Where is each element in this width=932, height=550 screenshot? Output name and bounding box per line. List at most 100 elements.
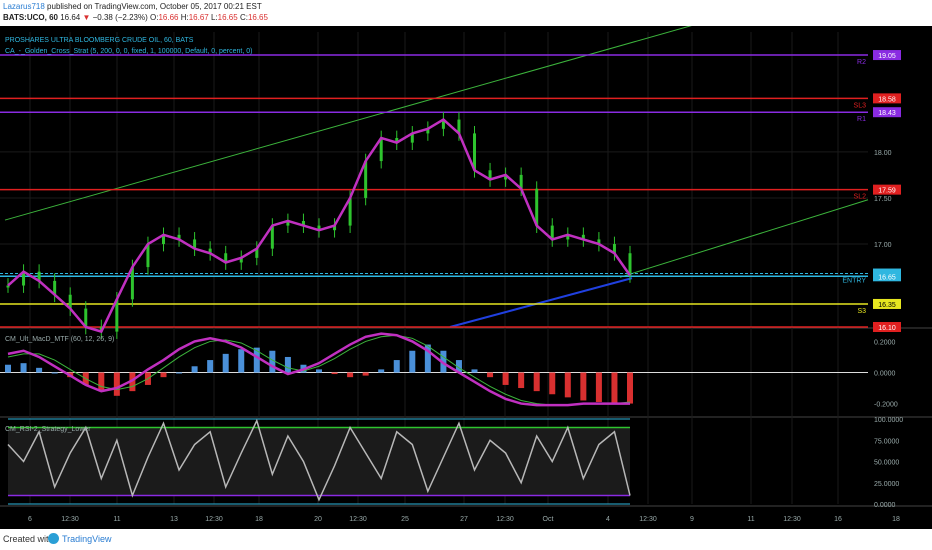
x-tick-label: 25: [401, 516, 409, 523]
candle-body: [395, 138, 399, 143]
level-name: R2: [857, 59, 866, 66]
candle-body: [410, 133, 414, 143]
candle-body: [457, 119, 461, 134]
price-tag-label: 16.35: [878, 302, 896, 309]
x-tick-label: 11: [113, 516, 120, 523]
macd-histogram-bar: [533, 372, 540, 392]
x-tick-label: 12:30: [639, 516, 657, 523]
rsi-line: [7, 418, 631, 502]
macd-histogram-bar: [51, 372, 58, 374]
open-label: O:: [150, 13, 159, 22]
chart-area[interactable]: 6 12:30 11 13 12:30 18 20 12:30 25 27 12:30 Oct 4 12:…: [0, 26, 932, 529]
candle-body: [535, 188, 539, 226]
rsi-legend: CM_RSI-2_Strategy_Lower: [5, 426, 91, 433]
x-tick-label: 20: [314, 516, 322, 523]
price-tag-label: 18.58: [878, 96, 896, 103]
x-tick-label: 16: [834, 516, 842, 523]
macd-histogram-bar: [191, 366, 198, 373]
macd-legend: CM_Ult_MacD_MTF (60, 12, 26, 9): [5, 336, 114, 343]
candle-body: [22, 271, 26, 286]
macd-histogram-bar: [580, 372, 587, 401]
level-name: S3: [857, 308, 866, 315]
price-tag: [873, 93, 901, 104]
candle-body: [6, 285, 10, 288]
x-tick-label: 11: [747, 516, 754, 523]
price-change: −0.38 (−2.23%): [92, 13, 148, 22]
candle-body: [504, 174, 508, 180]
candle-body: [473, 133, 476, 171]
macd-histogram-bar: [409, 350, 416, 373]
main-legend-title: PROSHARES ULTRA BLOOMBERG CRUDE OIL, 60,…: [5, 37, 194, 44]
macd-histogram-bar: [362, 372, 369, 376]
candle-body: [550, 225, 554, 240]
macd-y-tick-label: 0.2000: [874, 339, 896, 346]
macd-histogram-bar: [238, 349, 245, 373]
open-value: 16.66: [158, 13, 179, 22]
low-label: L:: [211, 13, 218, 22]
x-tick-label: 12:30: [496, 516, 514, 523]
macd-histogram-bar: [471, 369, 478, 373]
macd-histogram-bar: [627, 372, 633, 404]
candle-body: [177, 234, 181, 240]
price-tag: [873, 271, 901, 282]
candle-body: [146, 244, 150, 268]
chart-svg[interactable]: 6 12:30 11 13 12:30 18 20 12:30 25 27 12:30 Oct 4 12:…: [0, 26, 932, 529]
candle-body: [255, 248, 259, 258]
candle-body: [628, 253, 632, 276]
candle-body: [379, 138, 383, 162]
candle-body: [239, 257, 243, 263]
high-label: H:: [180, 13, 189, 22]
candle-body: [364, 161, 368, 198]
macd-histogram-bar: [5, 364, 11, 373]
macd-y-tick-label: -0.2000: [874, 402, 898, 409]
candle-body: [581, 234, 585, 240]
down-arrow-icon: ▼: [82, 13, 91, 22]
candle-body: [333, 225, 337, 231]
x-tick-label: 4: [606, 516, 610, 523]
moving-average-line: [7, 118, 632, 334]
candle-body: [301, 220, 305, 226]
price-tag: [873, 298, 901, 309]
x-tick-label: 12:30: [349, 516, 367, 523]
publish-info: Lazarus718 published on TradingView.com,…: [3, 2, 262, 11]
rsi-band-fill: [8, 427, 630, 496]
level-name: SL3: [854, 102, 867, 109]
lower-trend-line: [619, 199, 869, 278]
published-text: published on TradingView.com, October 05…: [47, 2, 262, 11]
x-tick-label: 12:30: [205, 516, 223, 523]
rsi-y-tick-label: 0.0000: [874, 502, 896, 509]
candle-body: [519, 174, 523, 189]
price-tag-label: 19.05: [878, 53, 896, 60]
candle-body: [441, 119, 445, 129]
tradingview-logo-icon: [48, 533, 59, 544]
macd-histogram-bar: [455, 360, 462, 373]
created-with-text: Created with: [3, 534, 54, 544]
price-tag-label: 16.65: [878, 274, 896, 281]
candle-body: [348, 197, 352, 226]
rsi-y-tick-label: 100.0000: [874, 417, 903, 424]
macd-y-tick-label: 0.0000: [874, 371, 896, 378]
close-value: 16.65: [247, 13, 268, 22]
macd-histogram-bar: [424, 344, 431, 373]
tradingview-link[interactable]: TradingView: [62, 534, 112, 544]
author-link[interactable]: Lazarus718: [3, 2, 45, 11]
macd-histogram-bar: [564, 372, 571, 398]
price-tag-label: 17.59: [878, 188, 896, 195]
macd-histogram-bar: [316, 369, 322, 373]
macd-histogram-bar: [253, 347, 260, 373]
macd-histogram-bar: [129, 372, 136, 392]
rsi-y-tick-label: 75.0000: [874, 438, 899, 445]
ohlc-readout: BATS:UCO, 60 16.64 ▼ −0.38 (−2.23%) O:16…: [3, 13, 268, 22]
price-tag: [873, 107, 901, 118]
candle-body: [53, 280, 57, 295]
x-tick-label: 18: [892, 516, 900, 523]
macd-histogram-bar: [20, 363, 27, 373]
x-tick-label: 27: [460, 516, 468, 523]
high-value: 16.67: [188, 13, 209, 22]
y-tick-label: 18.00: [874, 150, 892, 157]
price-tag: [873, 50, 901, 61]
candle-body: [37, 271, 41, 281]
x-tick-label: 6: [28, 516, 32, 523]
price-tag: [873, 322, 901, 332]
rsi-y-tick-label: 50.0000: [874, 460, 899, 467]
